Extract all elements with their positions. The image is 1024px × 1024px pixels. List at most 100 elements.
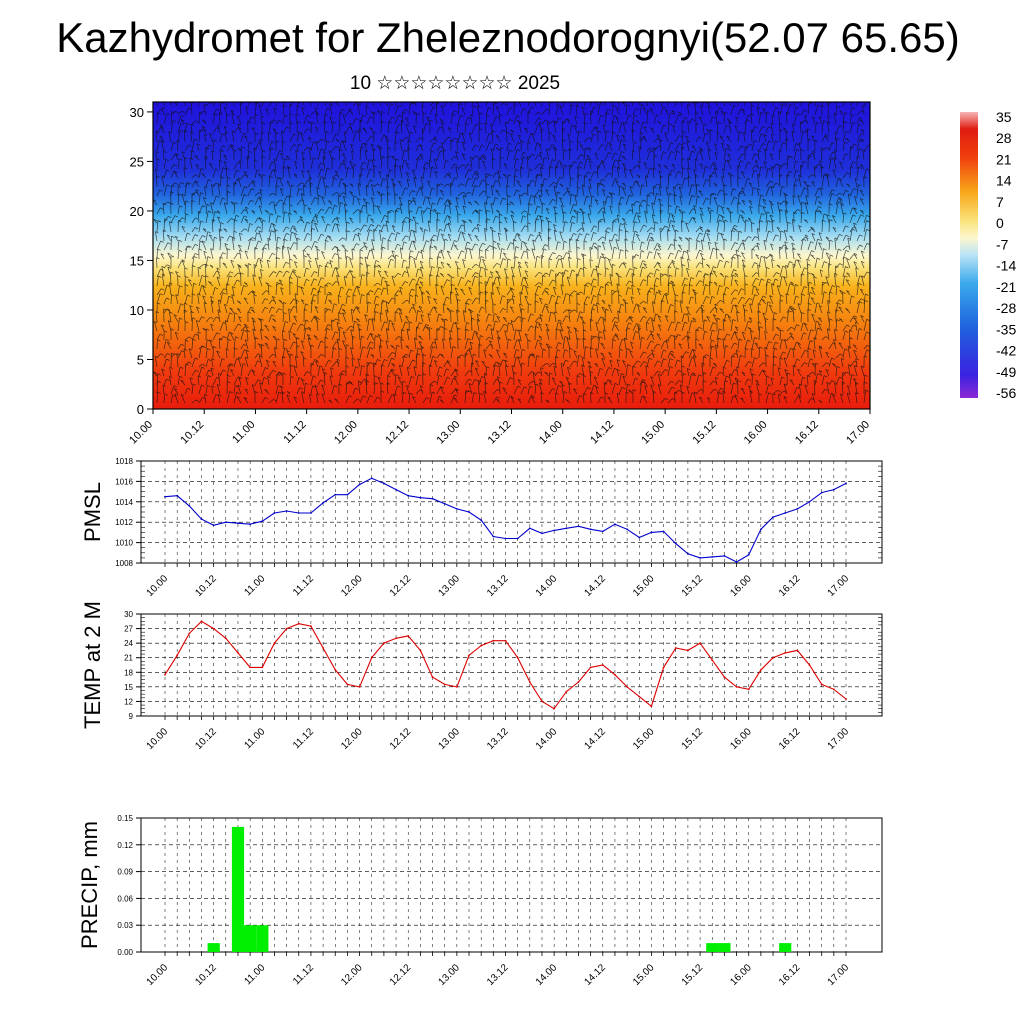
y-tick-label: 1012 bbox=[115, 518, 133, 527]
x-tick-label: 10.12 bbox=[193, 573, 219, 599]
x-tick-label: 16.12 bbox=[793, 419, 821, 447]
data-point bbox=[845, 482, 847, 485]
x-tick-label: 11.12 bbox=[291, 726, 316, 751]
data-point bbox=[674, 647, 677, 649]
data-point bbox=[249, 666, 252, 669]
data-point bbox=[820, 683, 823, 686]
y-axis-label: PRECIP, mm bbox=[77, 821, 102, 949]
y-tick-label: 30 bbox=[124, 610, 133, 619]
data-point bbox=[370, 477, 373, 480]
precip-bar bbox=[207, 943, 220, 952]
data-point bbox=[820, 491, 823, 494]
y-tick-label: 0 bbox=[137, 402, 144, 417]
x-tick-label: 16.12 bbox=[777, 962, 803, 988]
data-point bbox=[322, 501, 324, 504]
data-point bbox=[176, 494, 179, 497]
data-point bbox=[796, 508, 799, 510]
data-point bbox=[723, 555, 726, 557]
y-tick-label: 15 bbox=[124, 683, 133, 692]
colorbar-label: 7 bbox=[996, 194, 1004, 210]
x-tick-label: 15.00 bbox=[639, 419, 667, 447]
data-point bbox=[735, 686, 738, 688]
data-point bbox=[796, 649, 799, 652]
data-point bbox=[164, 673, 166, 676]
y-tick-label: 0.12 bbox=[117, 841, 133, 850]
data-point bbox=[747, 553, 750, 556]
data-point bbox=[297, 622, 300, 625]
precip-bar bbox=[706, 943, 719, 952]
data-point bbox=[589, 666, 592, 669]
data-point bbox=[431, 676, 434, 678]
data-point bbox=[200, 518, 203, 520]
x-tick-label: 12.00 bbox=[339, 962, 365, 988]
data-point bbox=[541, 700, 543, 703]
x-tick-label: 12.00 bbox=[339, 573, 365, 599]
x-tick-label: 11.12 bbox=[281, 419, 308, 446]
colorbar-label: -49 bbox=[996, 364, 1016, 380]
page-subtitle: 10 ☆☆☆☆☆☆☆☆ 2025 bbox=[349, 73, 561, 94]
y-tick-label: 1016 bbox=[115, 477, 133, 486]
data-point bbox=[772, 516, 774, 518]
x-tick-label: 14.12 bbox=[588, 419, 616, 447]
x-tick-label: 13.00 bbox=[437, 573, 463, 599]
x-tick-label: 13.00 bbox=[437, 726, 463, 752]
x-tick-label: 10.00 bbox=[145, 573, 171, 599]
data-point bbox=[784, 512, 787, 514]
y-tick-label: 9 bbox=[129, 712, 134, 721]
x-tick-label: 15.12 bbox=[680, 962, 706, 988]
data-point bbox=[273, 642, 276, 644]
x-tick-label: 13.00 bbox=[437, 962, 463, 988]
y-tick-label: 12 bbox=[124, 697, 133, 706]
data-point bbox=[395, 637, 397, 640]
colorbar-label: 14 bbox=[996, 173, 1012, 189]
x-tick-label: 11.12 bbox=[291, 962, 316, 987]
data-point bbox=[601, 664, 604, 666]
y-tick-label: 24 bbox=[124, 639, 133, 648]
data-point bbox=[224, 521, 227, 524]
y-tick-label: 25 bbox=[130, 154, 144, 169]
data-point bbox=[626, 528, 628, 531]
data-point bbox=[358, 686, 361, 688]
x-tick-label: 15.00 bbox=[631, 726, 657, 752]
data-point bbox=[565, 527, 568, 530]
data-point bbox=[212, 524, 215, 527]
data-point bbox=[492, 535, 495, 538]
colorbar-label: -35 bbox=[996, 321, 1016, 337]
data-point bbox=[383, 482, 385, 485]
colorbar-label: 21 bbox=[996, 151, 1012, 167]
data-point bbox=[480, 644, 483, 647]
x-tick-label: 11.00 bbox=[242, 573, 267, 598]
x-tick-label: 10.12 bbox=[178, 419, 206, 447]
y-tick-label: 1018 bbox=[115, 457, 133, 466]
data-point bbox=[638, 536, 641, 539]
x-tick-label: 14.12 bbox=[582, 726, 608, 752]
panel-frame bbox=[140, 817, 883, 953]
precip-panel: 0.00 0.03 0.06 0.09 0.12 0.15 10.00 10.12 11.00 1… bbox=[77, 814, 883, 988]
x-tick-label: 14.00 bbox=[537, 419, 565, 447]
temp-panel: 9 12 15 18 21 24 27 30 10.00 10.12 11.00 11.12 12.00… bbox=[80, 601, 883, 752]
colorbar: 35 28 21 14 7 0 -7 -14 -21 -28 -35 -42 -49 -56 bbox=[960, 109, 1016, 401]
x-tick-label: 17.00 bbox=[844, 419, 872, 447]
data-point bbox=[188, 632, 191, 635]
data-point bbox=[468, 654, 470, 657]
x-tick-label: 11.12 bbox=[291, 573, 316, 598]
data-point bbox=[626, 686, 628, 688]
data-point bbox=[650, 531, 653, 534]
colorbar-label: -28 bbox=[996, 300, 1016, 316]
data-point bbox=[164, 495, 166, 498]
x-tick-label: 12.00 bbox=[339, 726, 365, 752]
precip-bar bbox=[244, 925, 257, 952]
x-tick-label: 13.12 bbox=[486, 419, 514, 447]
data-point bbox=[273, 512, 276, 514]
x-tick-label: 13.12 bbox=[485, 573, 511, 599]
y-tick-label: 27 bbox=[124, 625, 133, 634]
data-point bbox=[237, 652, 239, 654]
colorbar-label: 0 bbox=[996, 215, 1004, 231]
data-point bbox=[200, 620, 203, 623]
data-point bbox=[674, 542, 677, 545]
data-point bbox=[212, 627, 215, 630]
colorbar-label: -42 bbox=[996, 343, 1016, 359]
y-tick-label: 15 bbox=[130, 253, 144, 268]
x-tick-label: 17.00 bbox=[826, 962, 852, 988]
